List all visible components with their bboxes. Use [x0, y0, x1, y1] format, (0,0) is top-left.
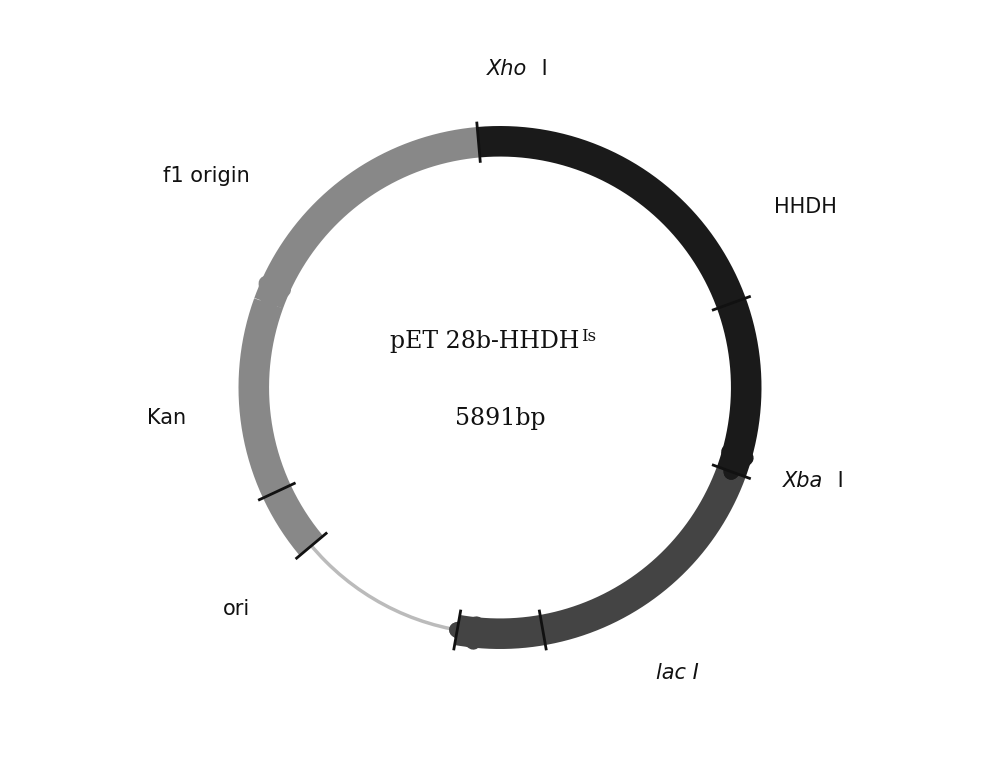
Text: pET 28b-HHDH: pET 28b-HHDH: [390, 330, 579, 353]
Text: HHDH: HHDH: [774, 197, 837, 216]
Text: Xba: Xba: [783, 471, 823, 491]
Text: lac I: lac I: [656, 663, 699, 684]
Text: Kan: Kan: [147, 408, 186, 428]
Text: 5891bp: 5891bp: [455, 407, 545, 430]
Text: ori: ori: [223, 599, 251, 619]
Text: Xho: Xho: [487, 59, 527, 79]
Text: I: I: [535, 59, 548, 79]
Text: f1 origin: f1 origin: [163, 167, 250, 187]
Text: Is: Is: [581, 328, 596, 345]
Text: I: I: [831, 471, 844, 491]
